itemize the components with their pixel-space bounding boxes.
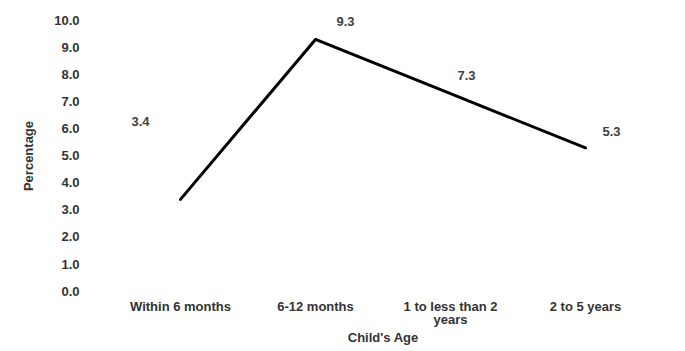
svg-text:6-12 months: 6-12 months (277, 299, 354, 314)
svg-text:1.0: 1.0 (61, 257, 79, 272)
svg-text:5.0: 5.0 (61, 148, 79, 163)
svg-text:3.4: 3.4 (131, 114, 150, 129)
svg-text:8.0: 8.0 (61, 67, 79, 82)
svg-text:Within 6 months: Within 6 months (130, 299, 231, 314)
svg-text:2.0: 2.0 (61, 229, 79, 244)
svg-text:1 to less than 2years: 1 to less than 2years (404, 299, 498, 327)
svg-text:7.0: 7.0 (61, 94, 79, 109)
svg-text:4.0: 4.0 (61, 175, 79, 190)
svg-text:2 to 5 years: 2 to 5 years (550, 299, 622, 314)
svg-text:3.0: 3.0 (61, 202, 79, 217)
svg-text:Child's Age: Child's Age (348, 330, 419, 345)
svg-text:9.3: 9.3 (336, 14, 354, 29)
svg-text:9.0: 9.0 (61, 40, 79, 55)
svg-text:10.0: 10.0 (54, 13, 79, 28)
svg-text:0.0: 0.0 (61, 284, 79, 299)
svg-text:Percentage: Percentage (21, 121, 36, 191)
svg-text:7.3: 7.3 (457, 68, 475, 83)
svg-text:6.0: 6.0 (61, 121, 79, 136)
svg-text:5.3: 5.3 (602, 124, 620, 139)
